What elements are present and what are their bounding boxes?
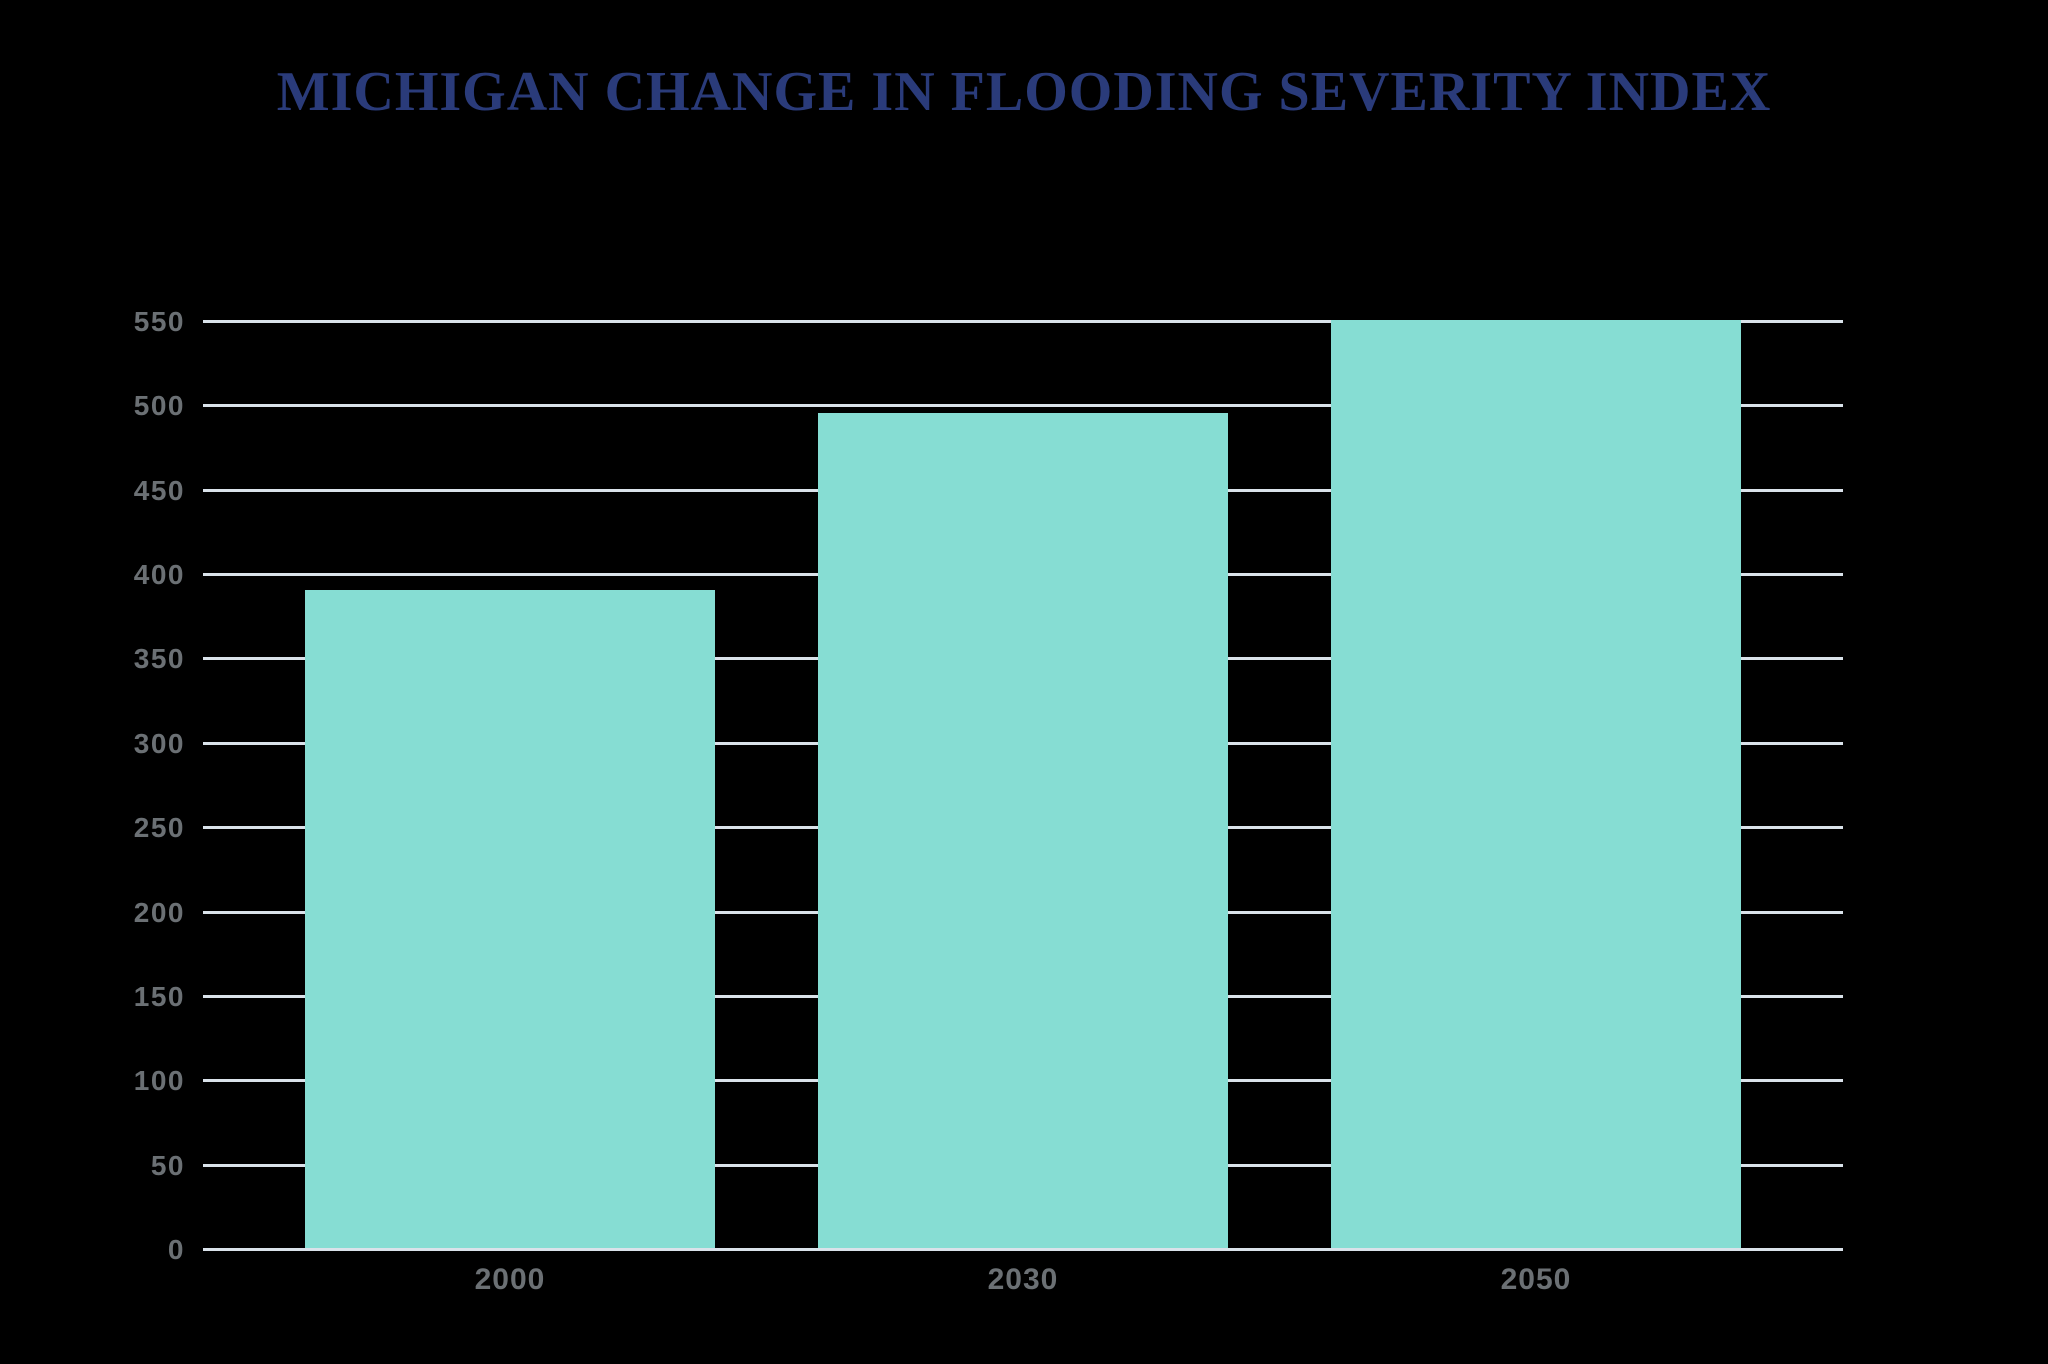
y-axis-tick-label: 250 xyxy=(133,812,185,843)
chart-title: MICHIGAN CHANGE IN FLOODING SEVERITY IND… xyxy=(276,61,1772,123)
y-axis-tick-label: 100 xyxy=(133,1065,185,1096)
x-axis-tick-label-2050: 2050 xyxy=(1500,1263,1572,1296)
gridline-550 xyxy=(203,320,1843,323)
x-axis-tick-label-2030: 2030 xyxy=(987,1263,1059,1296)
bar-2050 xyxy=(1331,320,1741,1248)
gridline-0 xyxy=(203,1248,1843,1251)
gridline-500 xyxy=(203,404,1843,407)
y-axis-tick-label: 50 xyxy=(150,1150,185,1181)
y-axis-tick-label: 500 xyxy=(133,390,185,421)
y-axis-tick-label: 0 xyxy=(167,1234,185,1265)
y-axis-tick-label: 450 xyxy=(133,475,185,506)
bar-2000 xyxy=(305,590,715,1248)
y-axis-tick-label: 150 xyxy=(133,981,185,1012)
y-axis-tick-label: 200 xyxy=(133,897,185,928)
bar-2030 xyxy=(818,413,1228,1248)
y-axis-tick-label: 550 xyxy=(133,306,185,337)
x-axis-tick-label-2000: 2000 xyxy=(474,1263,546,1296)
y-axis-tick-label: 350 xyxy=(133,643,185,674)
y-axis-tick-label: 400 xyxy=(133,559,185,590)
y-axis-tick-label: 300 xyxy=(133,728,185,759)
